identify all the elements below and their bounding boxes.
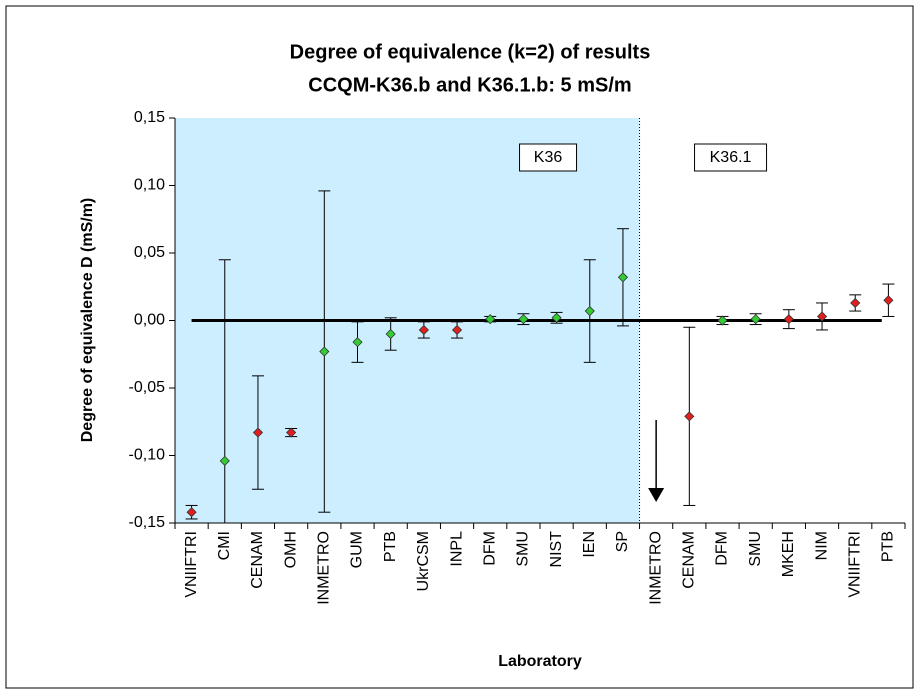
x-tick-label: NIST (548, 531, 565, 568)
y-tick-label: -0,10 (129, 447, 166, 464)
x-tick-label: INMETRO (647, 531, 664, 605)
x-tick-label: INPL (448, 531, 465, 567)
x-tick-label: VNIIFTRI (846, 531, 863, 598)
data-point (684, 411, 695, 422)
data-point (485, 314, 496, 325)
x-tick-label: GUM (349, 531, 366, 568)
data-point (518, 314, 529, 325)
data-point (252, 427, 264, 438)
x-tick-label: CENAM (249, 531, 266, 589)
group-label-box (519, 143, 578, 172)
data-point (584, 305, 595, 317)
x-tick-label: VNIIFTRI (183, 531, 200, 598)
x-tick-label: SMU (747, 531, 764, 567)
y-tick-label: 0,15 (134, 109, 165, 126)
y-tick-label: 0,10 (134, 177, 165, 194)
group-label: K36.1 (710, 149, 752, 166)
data-point (717, 315, 728, 326)
x-tick-label: CMI (216, 531, 233, 560)
data-point (385, 328, 396, 340)
data-point (883, 295, 894, 306)
chart-subtitle: CCQM-K36.b and K36.1.b: 5 mS/m (308, 74, 631, 96)
y-tick-label: -0,05 (129, 379, 166, 396)
y-tick-label: -0,15 (129, 514, 166, 531)
data-point (850, 297, 861, 309)
x-tick-label: MKEH (780, 531, 797, 577)
x-tick-label: INMETRO (316, 531, 333, 605)
y-tick-label: 0,00 (134, 312, 165, 329)
data-point (617, 272, 629, 283)
y-axis-label: Degree of equivalence D (mS/m) (79, 198, 96, 443)
x-tick-label: PTB (880, 531, 897, 562)
data-point (286, 427, 297, 438)
x-tick-label: PTB (382, 531, 399, 562)
data-point (352, 337, 363, 348)
x-tick-label: DFM (481, 531, 498, 566)
x-tick-label: OMH (282, 531, 299, 568)
data-point (816, 311, 828, 322)
group-label: K36 (534, 149, 563, 166)
x-axis-label: Laboratory (498, 653, 582, 670)
data-point (551, 312, 562, 323)
chart-title: Degree of equivalence (k=2) of results (290, 41, 651, 63)
data-point (319, 346, 330, 357)
x-tick-label: IEN (581, 531, 598, 558)
data-point (750, 314, 761, 325)
x-tick-label: CENAM (681, 531, 698, 589)
x-tick-label: NIM (813, 531, 830, 560)
data-point (783, 314, 794, 325)
off-scale-arrow-head (648, 488, 665, 502)
x-tick-label: DFM (714, 531, 731, 566)
x-tick-label: SP (614, 531, 631, 552)
y-tick-label: 0,05 (134, 244, 165, 261)
group-label-box (694, 143, 768, 172)
x-tick-label: SMU (515, 531, 532, 567)
data-point (186, 507, 197, 518)
x-tick-label: UkrCSM (415, 531, 432, 591)
data-point (219, 455, 230, 466)
data-point (418, 324, 429, 336)
data-point (451, 324, 463, 336)
